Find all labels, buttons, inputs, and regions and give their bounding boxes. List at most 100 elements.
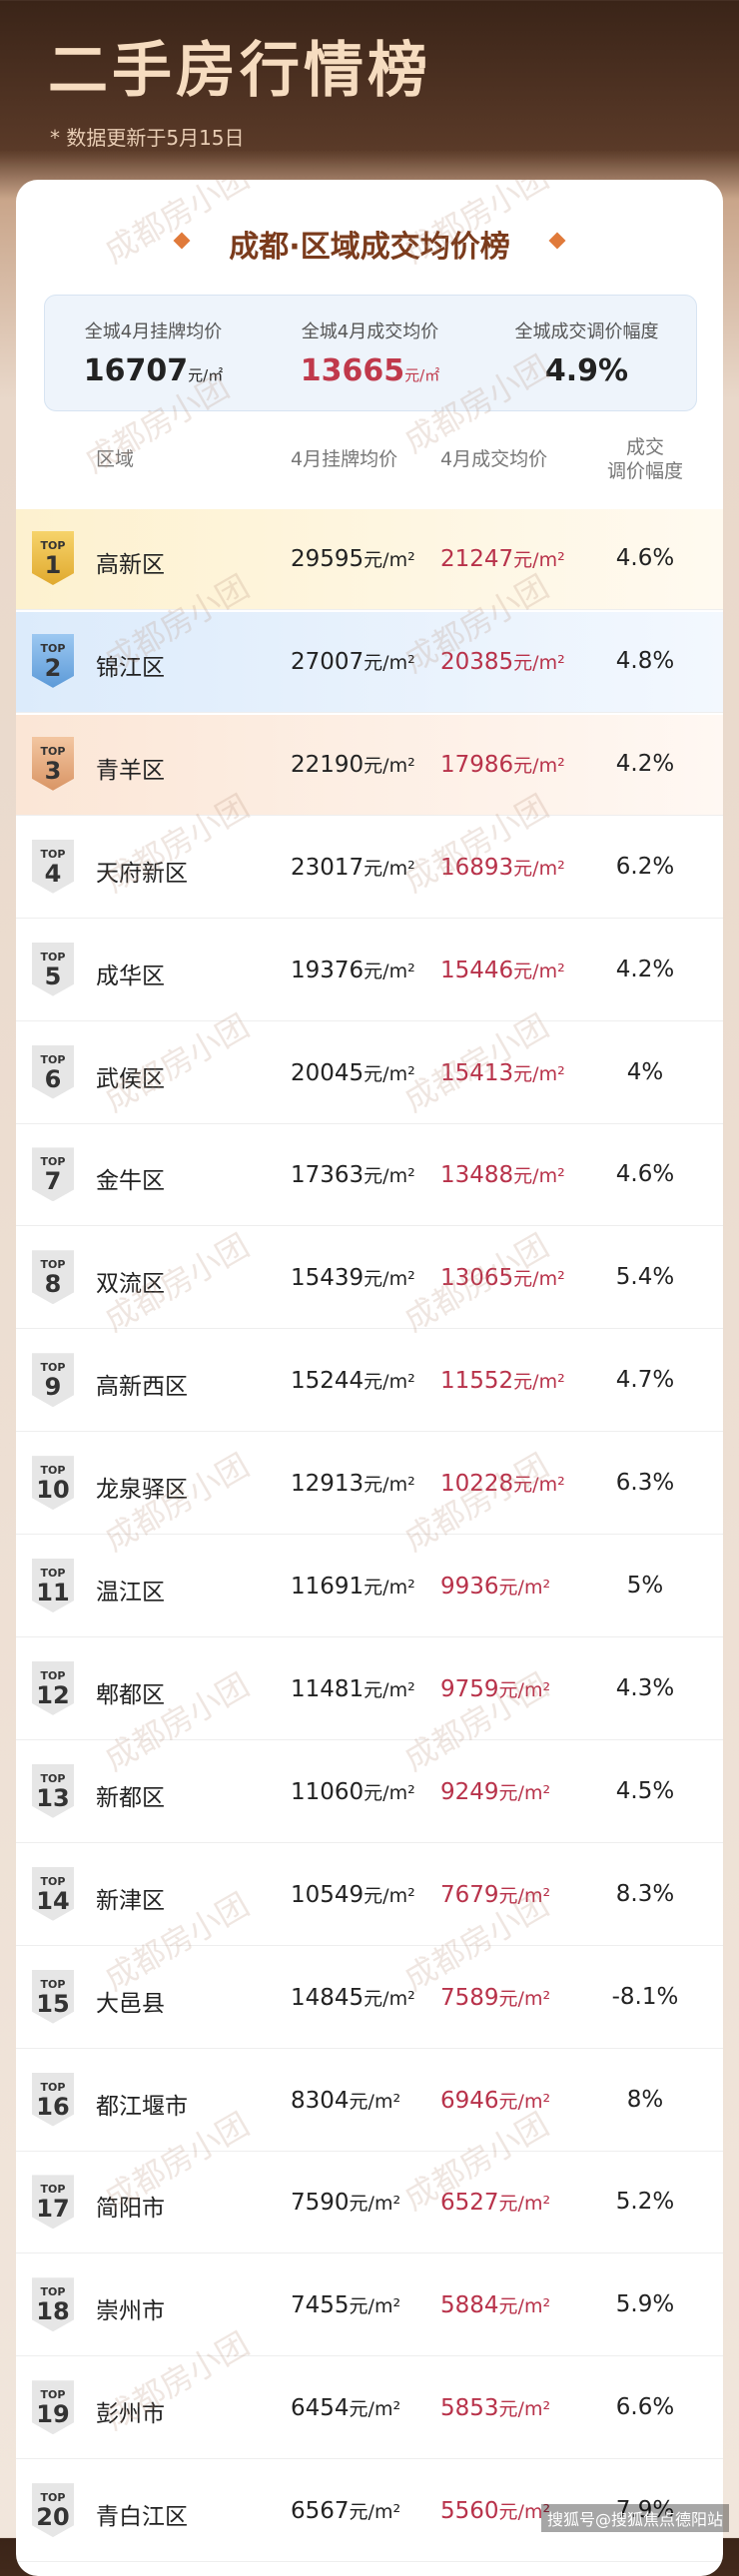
rank-number: 3 xyxy=(44,756,62,785)
page-title: 二手房行情榜 xyxy=(48,36,431,106)
rank-badge: TOP 20 xyxy=(32,2483,74,2538)
price-number: 11481 xyxy=(291,1675,365,1702)
rank-number: 4 xyxy=(44,859,62,888)
rank-badge: TOP 10 xyxy=(32,1456,74,1511)
rank-number: 14 xyxy=(36,1886,70,1915)
table-row: TOP 7 金牛区 17363元/m² 13488元/m² 4.6% xyxy=(16,1125,723,1227)
price-unit: 元/m² xyxy=(364,960,415,982)
region-name: 天府新区 xyxy=(96,860,188,887)
rank-number: 19 xyxy=(36,2400,70,2429)
rank-number: 17 xyxy=(36,2195,70,2224)
price-change: 4.2% xyxy=(615,750,675,777)
badge-label: TOP xyxy=(40,2183,66,2197)
listing-price: 29595元/m² xyxy=(291,545,415,572)
region-name: 大邑县 xyxy=(96,1990,165,2017)
deal-price: 20385元/m² xyxy=(440,648,565,675)
rank-badge: TOP 12 xyxy=(32,1660,74,1715)
price-unit: 元/m² xyxy=(364,857,415,880)
summary-value: 16707元/㎡ xyxy=(45,353,262,388)
price-change: 4.6% xyxy=(615,545,675,571)
price-change: 8% xyxy=(626,2086,664,2113)
badge-label: TOP xyxy=(40,1361,66,1375)
price-unit: 元/m² xyxy=(349,2501,401,2524)
column-header: 4月成交均价 xyxy=(440,448,548,470)
table-row: TOP 3 青羊区 22190元/m² 17986元/m² 4.2% xyxy=(16,714,723,816)
price-number: 8304 xyxy=(291,2087,350,2114)
price-unit: 元/m² xyxy=(498,1781,551,1804)
price-number: 13488 xyxy=(440,1162,514,1189)
region-name: 龙泉驿区 xyxy=(96,1477,188,1504)
rank-badge: TOP 14 xyxy=(32,1866,74,1921)
table-row: TOP 10 龙泉驿区 12913元/m² 10228元/m² 6.3% xyxy=(16,1434,723,1536)
deal-price: 15446元/m² xyxy=(440,957,565,983)
price-unit: 元/m² xyxy=(498,1987,551,2010)
listing-price: 15244元/m² xyxy=(291,1367,415,1394)
region-name: 青羊区 xyxy=(96,757,165,784)
price-number: 9249 xyxy=(440,1778,499,1805)
price-number: 23017 xyxy=(291,854,365,881)
price-number: 10228 xyxy=(440,1471,514,1498)
price-unit: 元/m² xyxy=(349,2398,401,2421)
price-change: 4.6% xyxy=(615,1161,675,1188)
badge-label: TOP xyxy=(40,1258,66,1272)
badge-label: TOP xyxy=(40,1567,66,1580)
listing-price: 23017元/m² xyxy=(291,854,415,881)
price-number: 11552 xyxy=(440,1368,514,1395)
price-number: 6567 xyxy=(291,2498,350,2525)
rank-badge: TOP 15 xyxy=(32,1969,74,2024)
deal-price: 6946元/m² xyxy=(440,2087,550,2114)
table-row: TOP 18 崇州市 7455元/m² 5884元/m² 5.9% xyxy=(16,2255,723,2357)
price-unit: 元/m² xyxy=(498,2501,551,2524)
rank-number: 10 xyxy=(36,1476,70,1505)
price-unit: 元/m² xyxy=(498,2295,551,2318)
table-row: TOP 1 高新区 29595元/m² 21247元/m² 4.6% xyxy=(16,509,723,610)
badge-label: TOP xyxy=(40,1977,66,1991)
price-number: 29595 xyxy=(291,546,365,572)
badge-label: TOP xyxy=(40,2388,66,2402)
price-change: 4.3% xyxy=(615,1674,675,1701)
badge-label: TOP xyxy=(40,1668,66,1682)
region-name: 新津区 xyxy=(96,1887,165,1914)
badge-label: TOP xyxy=(40,641,66,655)
listing-price: 6454元/m² xyxy=(291,2394,400,2421)
price-unit: 元/m² xyxy=(513,1165,565,1188)
badge-label: TOP xyxy=(40,2491,66,2505)
rank-badge: TOP 13 xyxy=(32,1763,74,1818)
price-change: 6.3% xyxy=(615,1470,675,1497)
region-name: 金牛区 xyxy=(96,1168,165,1195)
ranking-card: 成都·区域成交均价榜 全城4月挂牌均价 16707元/㎡ 全城4月成交均价 13665… xyxy=(16,180,723,2576)
price-number: 15439 xyxy=(291,1265,365,1292)
price-number: 7679 xyxy=(440,1881,499,1908)
listing-price: 7455元/m² xyxy=(291,2291,400,2318)
summary-label: 全城成交调价幅度 xyxy=(514,322,659,342)
listing-price: 11060元/m² xyxy=(291,1778,415,1805)
price-number: 12913 xyxy=(291,1471,365,1498)
deal-price: 15413元/m² xyxy=(440,1059,565,1086)
price-change: 6.2% xyxy=(615,853,675,880)
rank-number: 5 xyxy=(44,962,62,990)
price-number: 17363 xyxy=(291,1162,365,1189)
rank-number: 12 xyxy=(36,1680,70,1709)
price-unit: 元/m² xyxy=(364,1165,415,1188)
rank-badge: TOP 3 xyxy=(32,736,74,791)
listing-price: 14845元/m² xyxy=(291,1984,415,2011)
rank-badge: TOP 19 xyxy=(32,2380,74,2435)
price-unit: 元/m² xyxy=(513,1062,565,1085)
rank-number: 16 xyxy=(36,2092,70,2121)
rank-number: 15 xyxy=(36,1989,70,2018)
badge-label: TOP xyxy=(40,744,66,758)
price-number: 7455 xyxy=(291,2292,350,2319)
price-unit: 元/m² xyxy=(513,1268,565,1291)
deal-price: 16893元/m² xyxy=(440,854,565,881)
price-change: 6.6% xyxy=(615,2394,675,2421)
listing-price: 7590元/m² xyxy=(291,2189,400,2216)
rank-badge: TOP 16 xyxy=(32,2072,74,2127)
price-number: 15446 xyxy=(440,957,514,983)
table-row: TOP 12 郫都区 11481元/m² 9759元/m² 4.3% xyxy=(16,1639,723,1740)
table-row: TOP 16 都江堰市 8304元/m² 6946元/m² 8% xyxy=(16,2051,723,2152)
rank-badge: TOP 11 xyxy=(32,1559,74,1612)
table-row: TOP 15 大邑县 14845元/m² 7589元/m² -8.1% xyxy=(16,1948,723,2049)
price-change: 4.7% xyxy=(615,1367,675,1394)
price-unit: 元/m² xyxy=(349,2295,401,2318)
